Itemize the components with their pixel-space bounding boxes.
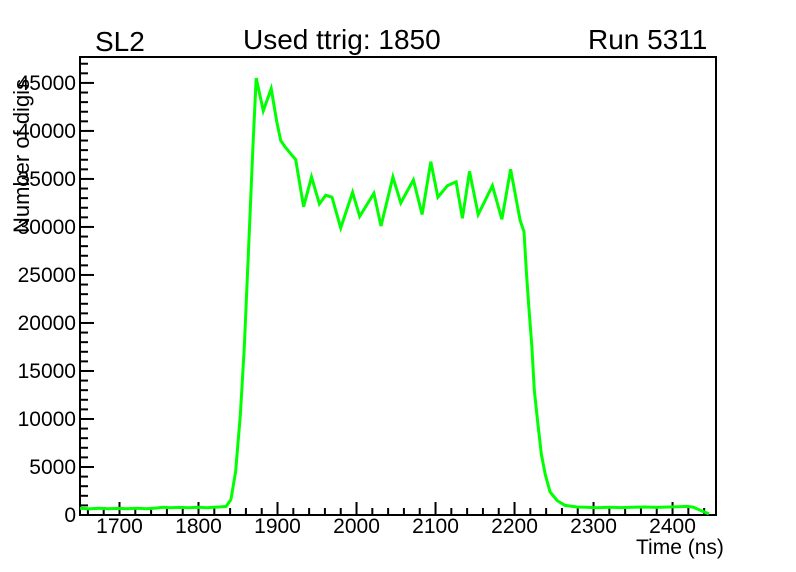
x-tick-label: 1900 xyxy=(254,515,301,538)
x-tick-label: 1700 xyxy=(96,515,143,538)
y-tick-label: 15000 xyxy=(18,360,76,383)
y-tick-label: 20000 xyxy=(18,312,76,335)
y-tick-label: 10000 xyxy=(18,408,76,431)
plot-frame xyxy=(79,56,717,516)
y-tick-label: 25000 xyxy=(18,264,76,287)
run-label: Run 5311 xyxy=(588,24,708,55)
x-tick-label: 2400 xyxy=(649,515,696,538)
plot-title: Used ttrig: 1850 xyxy=(243,24,441,55)
x-tick-label: 2200 xyxy=(491,515,538,538)
y-tick-label: 0 xyxy=(64,504,76,527)
x-tick-label: 2000 xyxy=(333,515,380,538)
x-axis-title: Time (ns) xyxy=(636,536,724,559)
y-tick-label: 30000 xyxy=(18,216,76,239)
chamber-label: SL2 xyxy=(95,26,145,57)
x-tick-label: 2100 xyxy=(412,515,459,538)
y-axis-title: Number of digis xyxy=(9,78,34,233)
y-tick-label: 35000 xyxy=(18,168,76,191)
x-tick-label: 1800 xyxy=(175,515,222,538)
y-tick-label: 45000 xyxy=(18,72,76,95)
signal-curve xyxy=(79,77,710,516)
y-tick-label: 5000 xyxy=(29,456,76,479)
y-tick-label: 40000 xyxy=(18,120,76,143)
x-tick-label: 2300 xyxy=(570,515,617,538)
